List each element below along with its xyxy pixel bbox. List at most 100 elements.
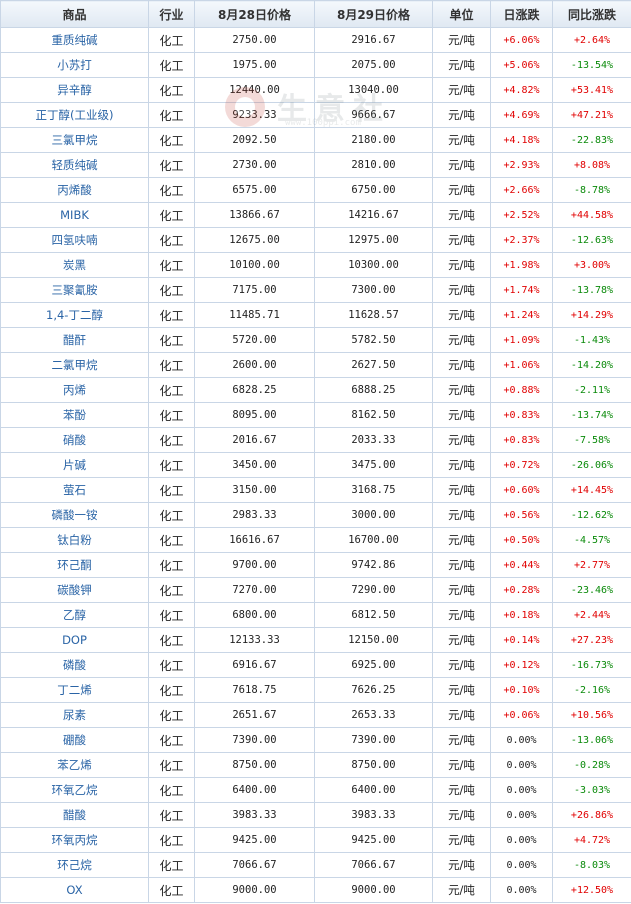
commodity-name-link[interactable]: 钛白粉 <box>0 527 149 553</box>
commodity-name-link[interactable]: 片碱 <box>0 452 149 478</box>
table-body: 重质纯碱 化工 2750.00 2916.67 元/吨 +6.06% +2.64% 小苏打 化工… <box>0 27 631 903</box>
commodity-name-link[interactable]: 正丁醇(工业级) <box>0 102 149 128</box>
commodity-name-link[interactable]: 三氯甲烷 <box>0 127 149 153</box>
header-yoy-change[interactable]: 同比涨跌 <box>552 0 631 28</box>
industry-cell: 化工 <box>148 127 195 153</box>
yoy-change-cell: +14.45% <box>552 477 631 503</box>
commodity-name-link[interactable]: 苯乙烯 <box>0 752 149 778</box>
table-row: 丙烯酸 化工 6575.00 6750.00 元/吨 +2.66% -8.78% <box>0 177 631 203</box>
yoy-change-cell: -13.06% <box>552 727 631 753</box>
commodity-name-link[interactable]: 硝酸 <box>0 427 149 453</box>
price-aug28-cell: 10100.00 <box>194 252 315 278</box>
commodity-name-link[interactable]: MIBK <box>0 202 149 228</box>
commodity-name-link[interactable]: 萤石 <box>0 477 149 503</box>
industry-cell: 化工 <box>148 577 195 603</box>
commodity-name-link[interactable]: 轻质纯碱 <box>0 152 149 178</box>
table-row: 硼酸 化工 7390.00 7390.00 元/吨 0.00% -13.06% <box>0 727 631 753</box>
yoy-change-cell: +27.23% <box>552 627 631 653</box>
header-commodity[interactable]: 商品 <box>0 0 149 28</box>
table-row: MIBK 化工 13866.67 14216.67 元/吨 +2.52% +44.58% <box>0 202 631 228</box>
table-row: OX 化工 9000.00 9000.00 元/吨 0.00% +12.50% <box>0 877 631 903</box>
commodity-name-link[interactable]: 硼酸 <box>0 727 149 753</box>
header-price-aug28[interactable]: 8月28日价格 <box>194 0 315 28</box>
commodity-name-link[interactable]: 苯酚 <box>0 402 149 428</box>
price-aug29-cell: 3475.00 <box>314 452 433 478</box>
unit-cell: 元/吨 <box>432 202 491 228</box>
commodity-name-link[interactable]: 四氢呋喃 <box>0 227 149 253</box>
commodity-name-link[interactable]: 环己酮 <box>0 552 149 578</box>
price-aug29-cell: 5782.50 <box>314 327 433 353</box>
commodity-name-link[interactable]: 乙醇 <box>0 602 149 628</box>
price-aug29-cell: 2653.33 <box>314 702 433 728</box>
commodity-name-link[interactable]: 环氧丙烷 <box>0 827 149 853</box>
price-aug29-cell: 6888.25 <box>314 377 433 403</box>
commodity-name-link[interactable]: 尿素 <box>0 702 149 728</box>
commodity-name-link[interactable]: 磷酸 <box>0 652 149 678</box>
header-industry[interactable]: 行业 <box>148 0 195 28</box>
price-aug28-cell: 2016.67 <box>194 427 315 453</box>
commodity-name-link[interactable]: DOP <box>0 627 149 653</box>
table-row: 炭黑 化工 10100.00 10300.00 元/吨 +1.98% +3.00% <box>0 252 631 278</box>
table-row: 磷酸一铵 化工 2983.33 3000.00 元/吨 +0.56% -12.62% <box>0 502 631 528</box>
industry-cell: 化工 <box>148 402 195 428</box>
yoy-change-cell: -0.28% <box>552 752 631 778</box>
price-aug29-cell: 7390.00 <box>314 727 433 753</box>
header-daily-change[interactable]: 日涨跌 <box>490 0 553 28</box>
unit-cell: 元/吨 <box>432 477 491 503</box>
yoy-change-cell: +2.64% <box>552 27 631 53</box>
yoy-change-cell: -3.03% <box>552 777 631 803</box>
table-row: DOP 化工 12133.33 12150.00 元/吨 +0.14% +27.23% <box>0 627 631 653</box>
price-aug29-cell: 2627.50 <box>314 352 433 378</box>
commodity-name-link[interactable]: 1,4-丁二醇 <box>0 302 149 328</box>
daily-change-cell: +0.10% <box>490 677 553 703</box>
commodity-name-link[interactable]: 小苏打 <box>0 52 149 78</box>
commodity-name-link[interactable]: 醋酐 <box>0 327 149 353</box>
table-row: 环己烷 化工 7066.67 7066.67 元/吨 0.00% -8.03% <box>0 852 631 878</box>
price-aug29-cell: 2810.00 <box>314 152 433 178</box>
industry-cell: 化工 <box>148 552 195 578</box>
price-aug28-cell: 7270.00 <box>194 577 315 603</box>
unit-cell: 元/吨 <box>432 352 491 378</box>
commodity-name-link[interactable]: OX <box>0 877 149 903</box>
commodity-name-link[interactable]: 丙烯酸 <box>0 177 149 203</box>
industry-cell: 化工 <box>148 102 195 128</box>
commodity-name-link[interactable]: 环己烷 <box>0 852 149 878</box>
commodity-name-link[interactable]: 碳酸钾 <box>0 577 149 603</box>
price-aug29-cell: 9666.67 <box>314 102 433 128</box>
commodity-name-link[interactable]: 醋酸 <box>0 802 149 828</box>
daily-change-cell: +0.28% <box>490 577 553 603</box>
price-aug29-cell: 7300.00 <box>314 277 433 303</box>
table-row: 环氧丙烷 化工 9425.00 9425.00 元/吨 0.00% +4.72% <box>0 827 631 853</box>
commodity-name-link[interactable]: 丁二烯 <box>0 677 149 703</box>
price-aug28-cell: 2651.67 <box>194 702 315 728</box>
commodity-name-link[interactable]: 丙烯 <box>0 377 149 403</box>
commodity-name-link[interactable]: 二氯甲烷 <box>0 352 149 378</box>
yoy-change-cell: +2.44% <box>552 602 631 628</box>
price-aug28-cell: 6828.25 <box>194 377 315 403</box>
daily-change-cell: +0.72% <box>490 452 553 478</box>
commodity-name-link[interactable]: 磷酸一铵 <box>0 502 149 528</box>
table-row: 1,4-丁二醇 化工 11485.71 11628.57 元/吨 +1.24% +14.29… <box>0 302 631 328</box>
daily-change-cell: 0.00% <box>490 877 553 903</box>
industry-cell: 化工 <box>148 152 195 178</box>
commodity-name-link[interactable]: 环氧乙烷 <box>0 777 149 803</box>
unit-cell: 元/吨 <box>432 652 491 678</box>
industry-cell: 化工 <box>148 252 195 278</box>
industry-cell: 化工 <box>148 352 195 378</box>
daily-change-cell: +0.88% <box>490 377 553 403</box>
commodity-name-link[interactable]: 炭黑 <box>0 252 149 278</box>
price-aug29-cell: 12975.00 <box>314 227 433 253</box>
commodity-name-link[interactable]: 重质纯碱 <box>0 27 149 53</box>
commodity-name-link[interactable]: 异辛醇 <box>0 77 149 103</box>
industry-cell: 化工 <box>148 477 195 503</box>
yoy-change-cell: -13.74% <box>552 402 631 428</box>
daily-change-cell: +1.06% <box>490 352 553 378</box>
unit-cell: 元/吨 <box>432 752 491 778</box>
price-aug29-cell: 2033.33 <box>314 427 433 453</box>
header-price-aug29[interactable]: 8月29日价格 <box>314 0 433 28</box>
header-unit[interactable]: 单位 <box>432 0 491 28</box>
industry-cell: 化工 <box>148 602 195 628</box>
commodity-name-link[interactable]: 三聚氰胺 <box>0 277 149 303</box>
daily-change-cell: 0.00% <box>490 852 553 878</box>
